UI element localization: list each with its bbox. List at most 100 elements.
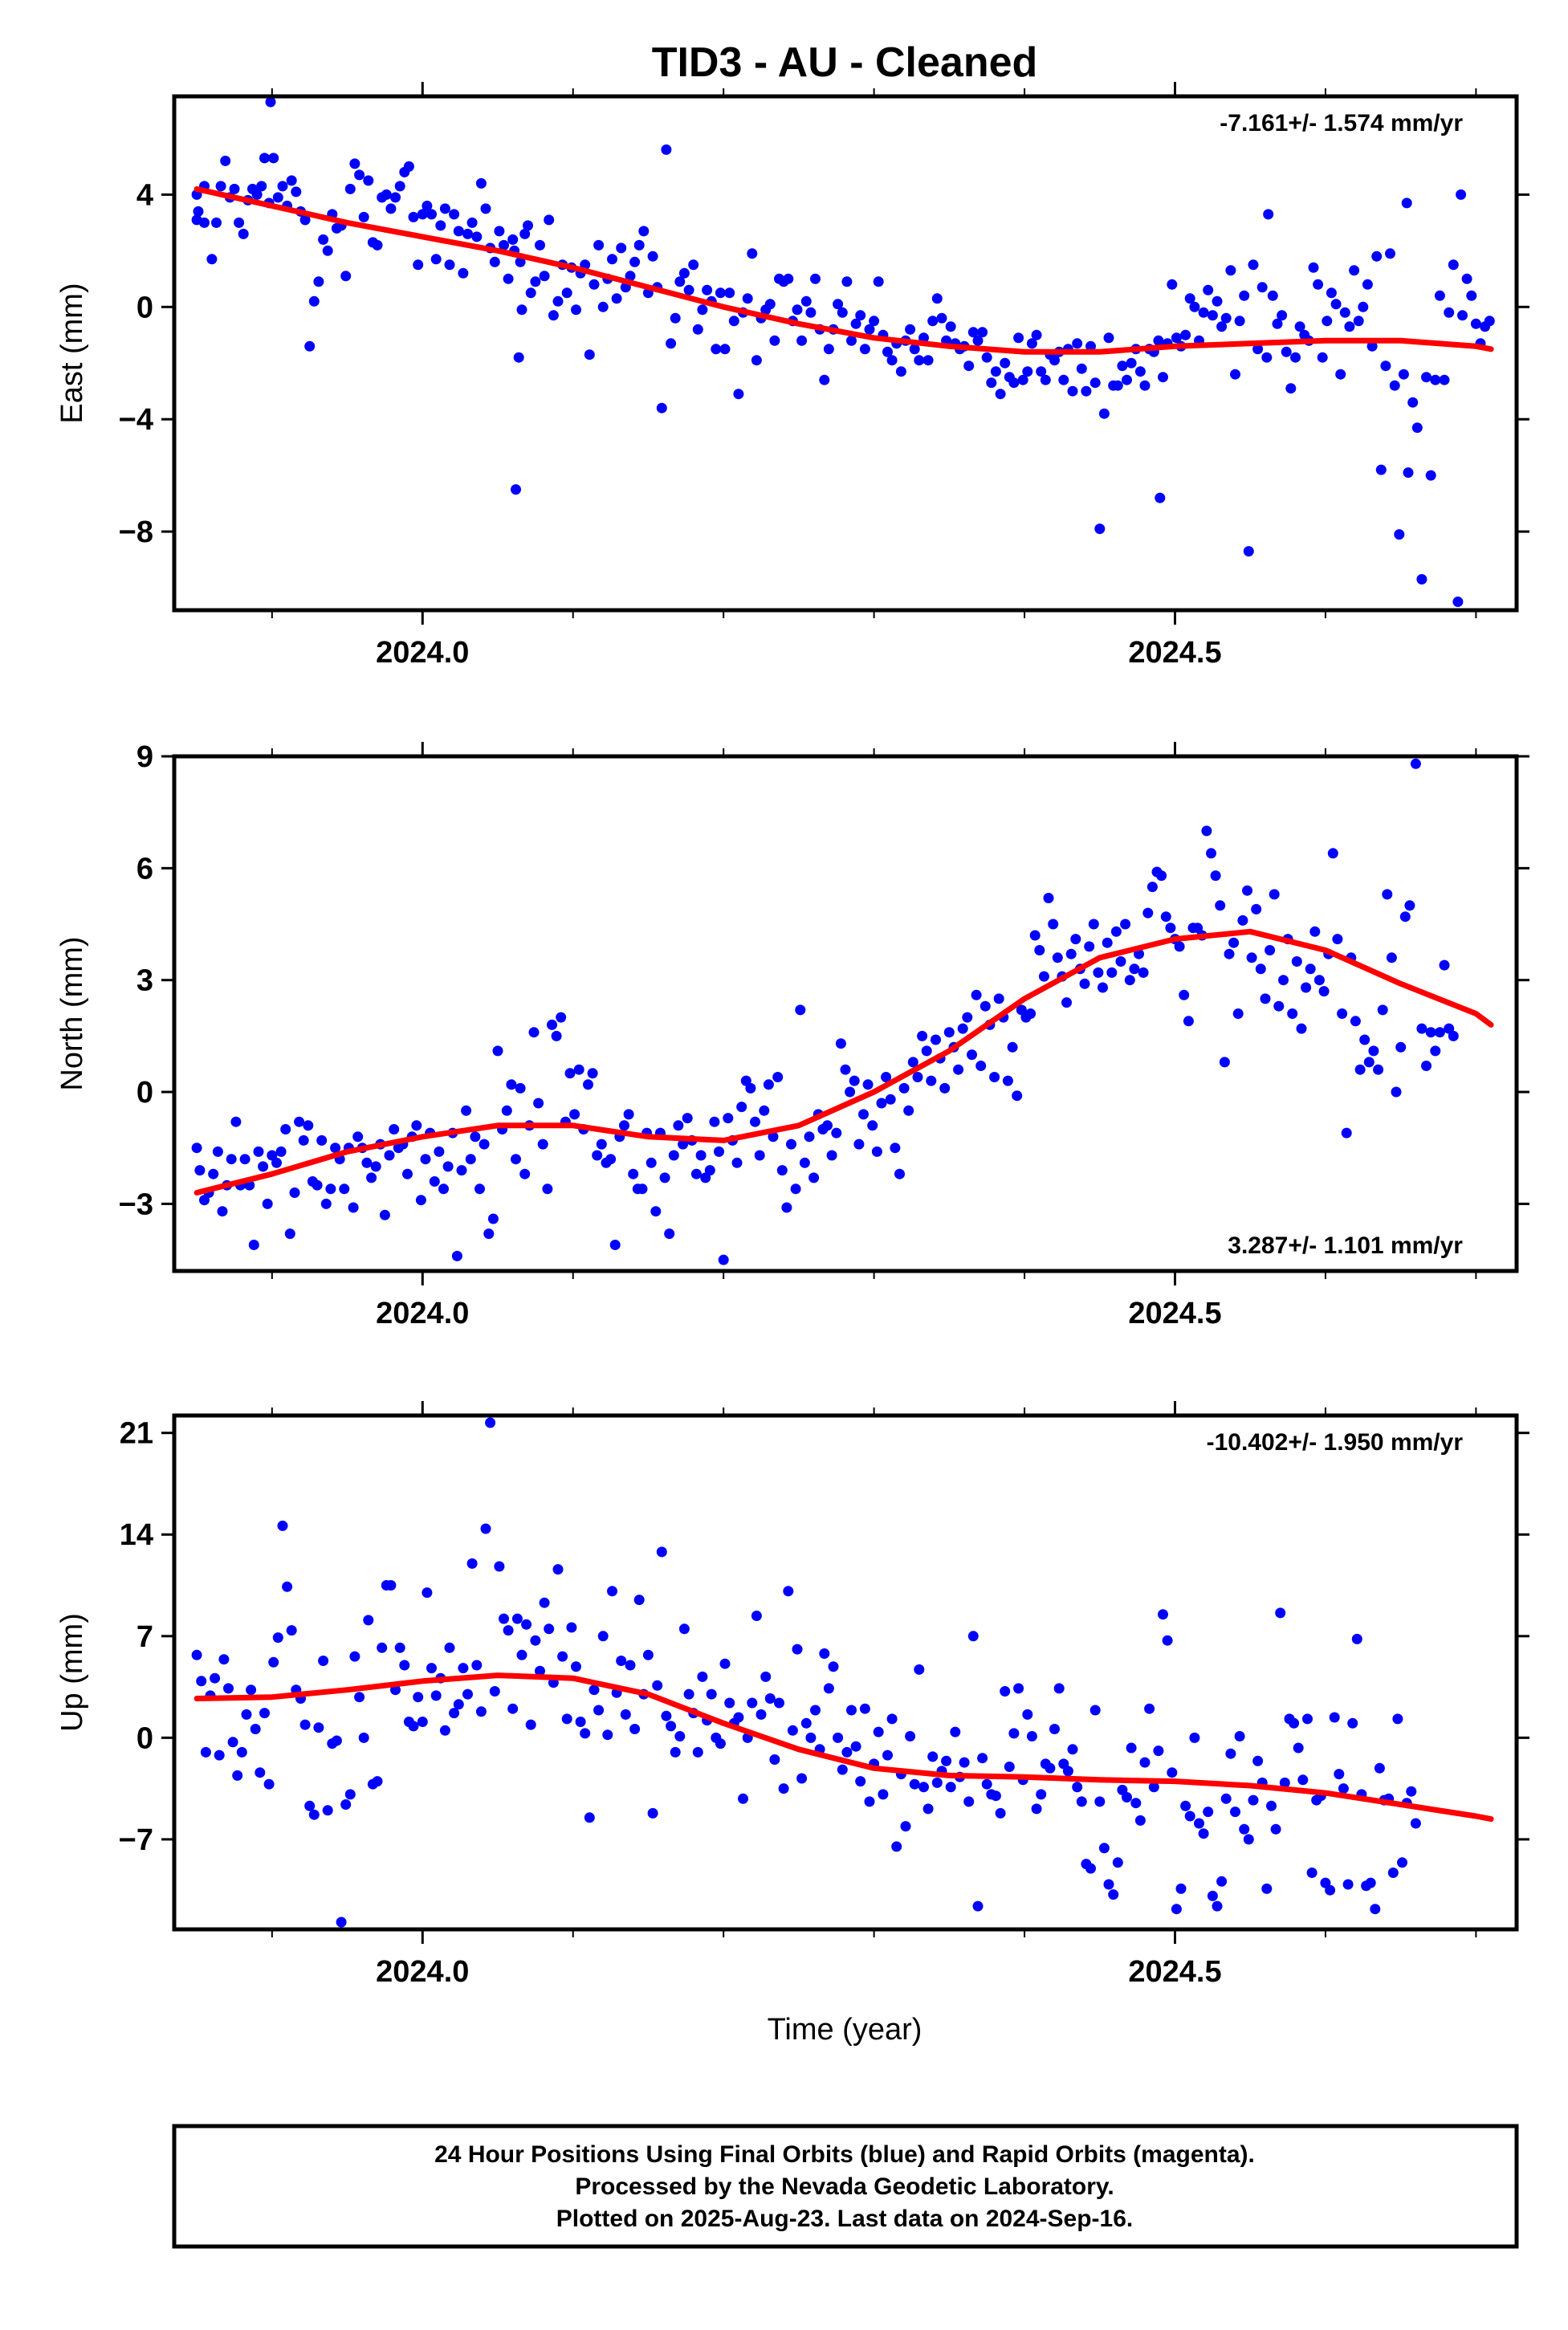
north-data-point-227	[1215, 900, 1226, 911]
north-data-point-112	[695, 1150, 707, 1161]
north-data-point-170	[957, 1023, 968, 1034]
north-data-point-120	[731, 1157, 743, 1168]
up-data-point-33	[340, 1799, 352, 1810]
up-data-point-107	[674, 1731, 686, 1741]
north-data-point-16	[262, 1198, 273, 1209]
north-data-point-141	[826, 1150, 837, 1161]
up-data-point-173	[972, 1900, 984, 1912]
up-data-point-190	[1049, 1724, 1060, 1734]
east-data-point-253	[1294, 321, 1305, 332]
east-data-point-1	[193, 206, 204, 217]
north-data-point-39	[366, 1172, 377, 1183]
east-data-point-141	[796, 335, 808, 346]
up-data-point-227	[1216, 1876, 1228, 1887]
up-data-point-13	[250, 1724, 261, 1734]
up-data-point-215	[1162, 1635, 1173, 1646]
up-data-point-222	[1194, 1818, 1204, 1829]
east-data-point-186	[1000, 357, 1011, 369]
north-data-point-237	[1260, 993, 1271, 1004]
north-data-point-171	[962, 1012, 973, 1023]
north-data-point-259	[1359, 1034, 1370, 1045]
up-data-point-199	[1089, 1705, 1101, 1716]
north-data-point-150	[867, 1120, 878, 1131]
north-data-point-231	[1232, 1008, 1244, 1019]
up-data-point-140	[823, 1683, 834, 1694]
north-data-point-169	[953, 1064, 964, 1075]
east-data-point-256	[1308, 262, 1319, 273]
up-data-point-182	[1013, 1683, 1024, 1694]
footer-line-1: 24 Hour Positions Using Final Orbits (bl…	[434, 2141, 1255, 2168]
up-data-point-198	[1085, 1863, 1096, 1874]
up-data-point-185	[1026, 1731, 1037, 1741]
north-data-point-225	[1206, 848, 1216, 859]
up-data-point-72	[516, 1649, 527, 1660]
north-data-point-104	[659, 1172, 670, 1183]
north-data-point-185	[1025, 1008, 1037, 1019]
east-data-point-170	[927, 316, 939, 327]
east-data-point-87	[552, 295, 564, 307]
north-data-point-271	[1416, 1023, 1427, 1034]
east-data-point-265	[1349, 265, 1360, 276]
up-data-point-212	[1148, 1782, 1159, 1793]
east-data-point-239	[1234, 316, 1245, 327]
east-data-point-79	[519, 228, 531, 239]
up-data-point-95	[620, 1709, 631, 1720]
north-data-point-67	[492, 1045, 503, 1057]
up-data-point-124	[751, 1611, 762, 1621]
east-data-point-268	[1362, 279, 1373, 290]
up-data-point-61	[466, 1558, 478, 1569]
up-data-point-100	[642, 1649, 654, 1660]
east-data-point-282	[1421, 372, 1432, 383]
north-data-point-58	[451, 1250, 462, 1261]
east-data-point-7	[215, 181, 226, 192]
east-data-point-81	[525, 287, 536, 299]
east-y-tick-label-1: 0	[136, 291, 153, 324]
north-data-point-175	[979, 1000, 991, 1012]
east-data-point-91	[571, 304, 581, 316]
east-data-point-55	[426, 209, 437, 220]
east-data-point-89	[561, 287, 572, 299]
north-data-point-133	[790, 1183, 801, 1195]
north-data-point-108	[678, 1139, 689, 1150]
east-data-point-252	[1290, 352, 1301, 363]
north-data-point-239	[1269, 889, 1280, 900]
east-data-point-197	[1049, 355, 1060, 366]
east-data-point-65	[471, 231, 483, 242]
north-data-point-21	[284, 1228, 295, 1240]
up-data-point-91	[602, 1729, 613, 1741]
up-data-point-11	[241, 1709, 252, 1720]
north-data-point-136	[804, 1131, 815, 1143]
east-data-point-6	[211, 217, 222, 228]
up-data-point-120	[733, 1712, 744, 1723]
north-data-point-234	[1246, 952, 1257, 963]
north-data-point-97	[628, 1168, 639, 1179]
up-data-point-73	[521, 1619, 532, 1630]
east-data-point-225	[1171, 332, 1182, 344]
north-data-point-206	[1120, 919, 1131, 930]
north-data-point-166	[939, 1082, 951, 1094]
up-data-point-239	[1270, 1823, 1281, 1835]
east-rate-label: -7.161+/- 1.574 mm/yr	[1220, 110, 1463, 136]
up-y-tick-label-4: −7	[119, 1823, 153, 1857]
up-data-point-148	[859, 1703, 870, 1714]
up-data-point-216	[1167, 1767, 1178, 1778]
north-y-tick-label-4: −3	[119, 1187, 153, 1221]
east-data-point-45	[381, 189, 392, 200]
up-data-point-217	[1171, 1904, 1182, 1915]
north-data-point-129	[772, 1072, 784, 1082]
up-data-point-154	[886, 1713, 898, 1725]
up-data-point-240	[1275, 1607, 1286, 1619]
east-data-point-260	[1326, 287, 1337, 299]
up-data-point-43	[385, 1580, 397, 1591]
up-data-point-265	[1387, 1868, 1399, 1878]
up-data-point-55	[439, 1725, 450, 1736]
up-data-point-162	[922, 1803, 934, 1815]
east-data-point-152	[846, 335, 857, 346]
up-data-point-128	[769, 1754, 780, 1765]
north-data-point-248	[1309, 926, 1321, 937]
north-data-point-273	[1425, 1027, 1436, 1038]
east-data-point-157	[869, 316, 880, 327]
north-data-point-22	[289, 1187, 300, 1198]
east-data-point-180	[972, 335, 984, 346]
north-data-point-59	[456, 1165, 467, 1176]
